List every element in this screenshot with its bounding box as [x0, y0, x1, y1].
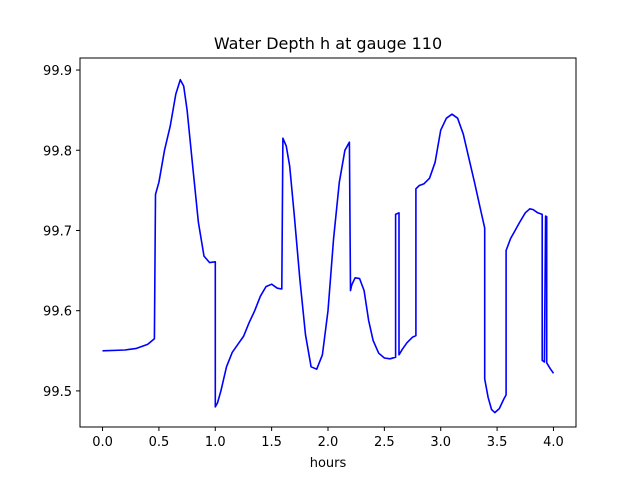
- y-tick-label: 99.8: [43, 144, 72, 159]
- x-axis-label: hours: [310, 456, 347, 471]
- x-tick-label: 3.0: [430, 435, 451, 450]
- plot-area: [102, 78, 555, 414]
- x-axis: 0.0 0.5 1.0 1.5 2.0 2.5 3.0 3.5 4.0: [92, 427, 564, 450]
- x-tick-label: 0.5: [149, 435, 170, 450]
- x-tick-label: 1.0: [205, 435, 226, 450]
- y-tick-label: 99.9: [43, 64, 72, 79]
- chart-title: Water Depth h at gauge 110: [214, 34, 442, 53]
- y-tick-label: 99.6: [43, 305, 72, 320]
- y-tick-label: 99.7: [43, 224, 72, 239]
- x-tick-label: 2.0: [318, 435, 339, 450]
- y-axis: 99.5 99.6 99.7 99.8 99.9: [43, 64, 80, 400]
- x-tick-label: 2.5: [374, 435, 395, 450]
- x-tick-label: 0.0: [92, 435, 113, 450]
- series-line: [102, 78, 555, 414]
- y-tick-label: 99.5: [43, 385, 72, 400]
- x-tick-label: 1.5: [261, 435, 282, 450]
- x-tick-label: 4.0: [543, 435, 564, 450]
- x-tick-label: 3.5: [487, 435, 508, 450]
